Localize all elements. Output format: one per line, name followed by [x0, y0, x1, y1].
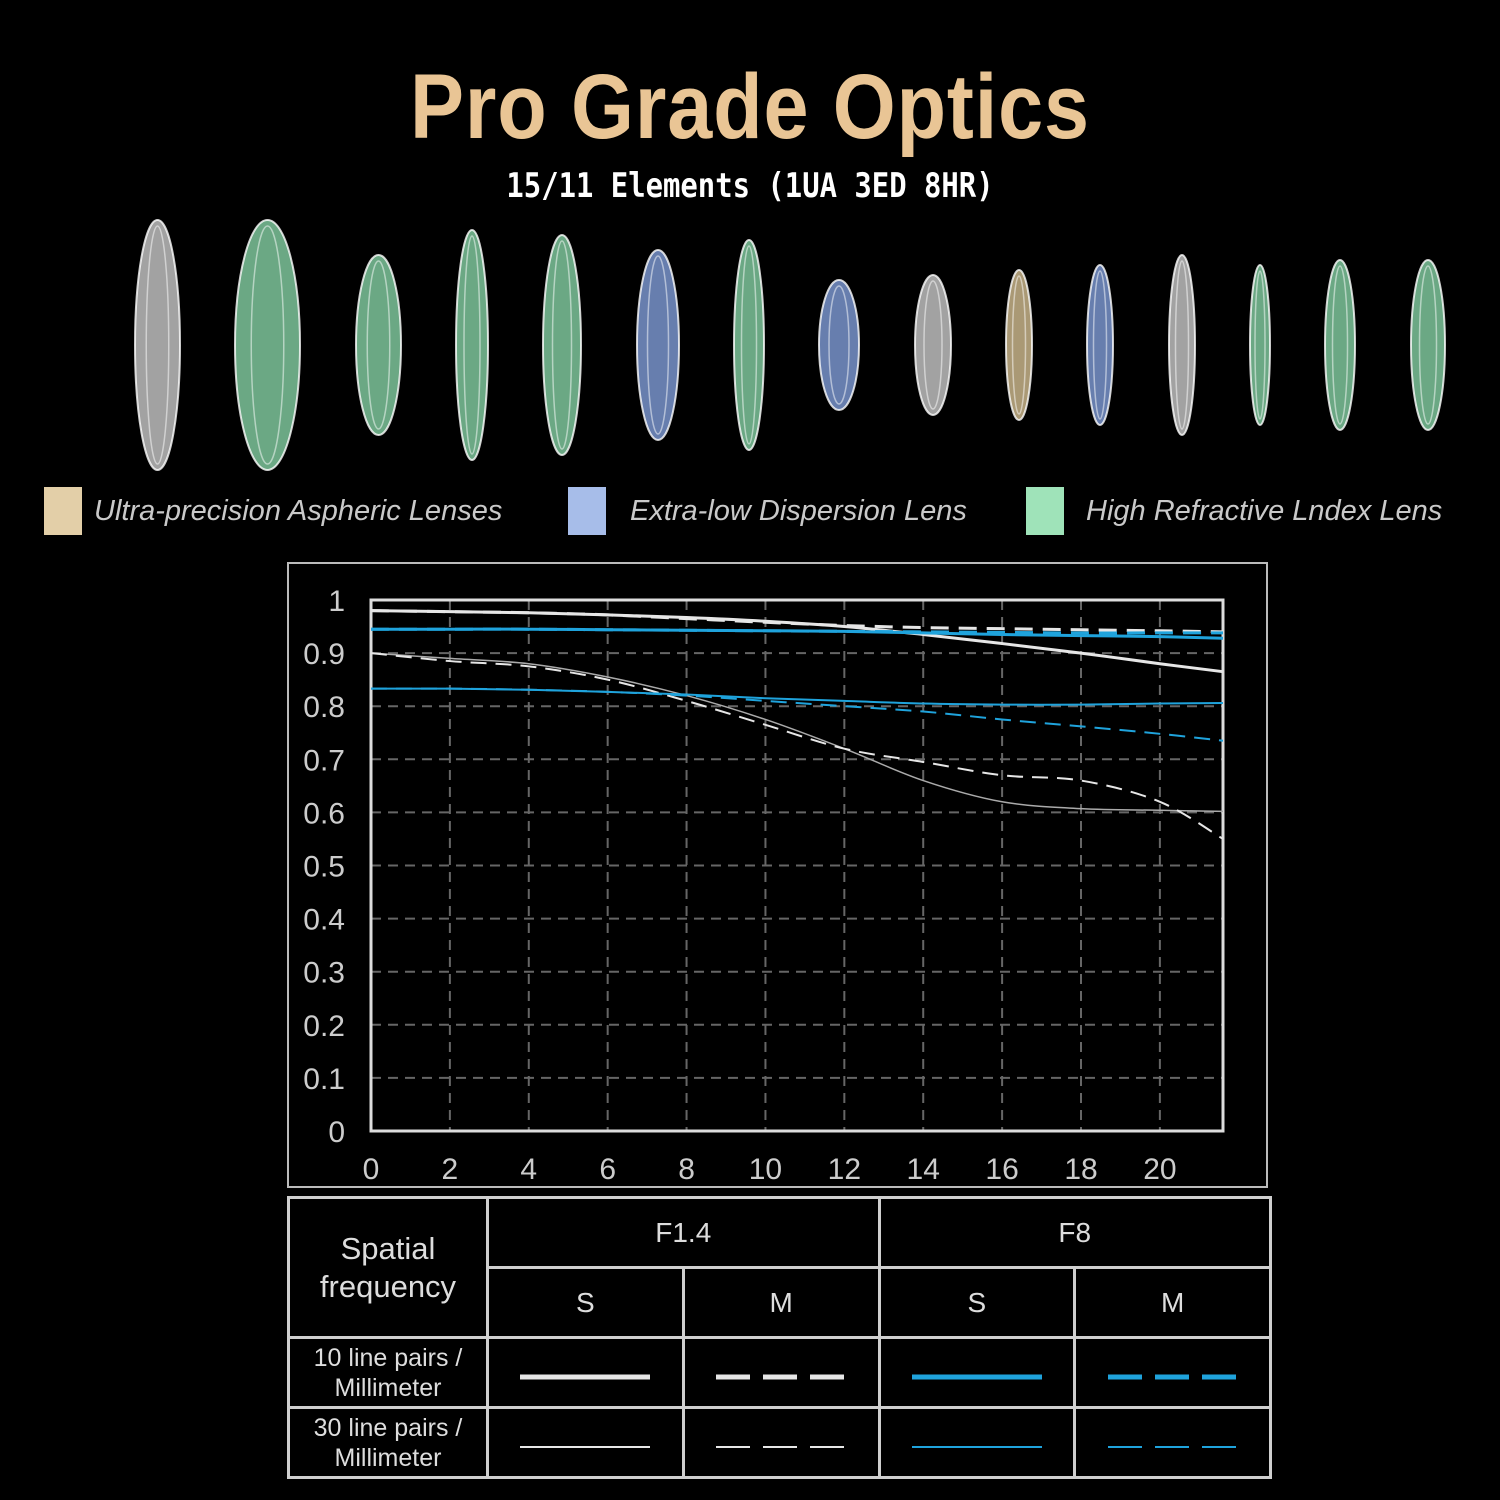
series-line-f1-4-m-30-lp-mm	[370, 652, 1224, 840]
key-f8-s-30	[877, 1406, 1077, 1479]
x-tick-label: 6	[599, 1153, 616, 1186]
lens-element-clear-icon	[913, 274, 952, 416]
lens-element-green-icon	[1324, 259, 1357, 431]
legend-item-ed: Extra-low Dispersion Lens	[568, 486, 967, 536]
line-key-table: Spatial frequency F1.4 F8 S M S M 10 lin…	[287, 1196, 1272, 1479]
header-f14: F1.4	[486, 1196, 881, 1269]
lens-element-gold-icon	[1005, 269, 1034, 421]
x-tick-label: 2	[442, 1153, 459, 1186]
legend-label: Extra-low Dispersion Lens	[630, 494, 967, 527]
page-title: Pro Grade Optics	[410, 56, 1090, 158]
legend-swatch	[44, 487, 82, 535]
lens-element-blue-icon	[1086, 264, 1115, 426]
x-tick-label: 10	[749, 1153, 782, 1186]
series-line-f8-m-30-lp-mm	[370, 687, 1224, 742]
y-tick-label: 0.8	[303, 691, 345, 724]
row-label-30lp: 30 line pairs / Millimeter	[287, 1406, 489, 1479]
legend-label: High Refractive Lndex Lens	[1086, 494, 1443, 527]
row-label-10lp: 10 line pairs / Millimeter	[287, 1336, 489, 1409]
series-line-f1-4-s-30-lp-mm	[370, 652, 1224, 813]
header-m: M	[681, 1266, 881, 1339]
key-f14-m-10	[681, 1336, 881, 1409]
lens-element-green-icon	[542, 234, 583, 456]
y-tick-label: 0.7	[303, 744, 345, 777]
lens-element-green-icon	[354, 254, 402, 436]
y-tick-label: 1	[328, 585, 345, 618]
mtf-chart-svg: 00.10.20.30.40.50.60.70.80.910 2 4 6 8 10 12 14…	[303, 585, 1225, 1186]
key-f14-s-30	[486, 1406, 685, 1479]
x-tick-label: 0	[363, 1153, 380, 1186]
lens-element-clear-icon	[1167, 254, 1196, 436]
series-line-f8-m-10-lp-mm	[371, 627, 1223, 635]
lens-element-blue-icon	[635, 249, 680, 441]
legend-swatch	[568, 487, 606, 535]
legend-item-hr: High Refractive Lndex Lens	[1026, 486, 1442, 536]
mtf-chart: 0 0.1 0.2 0.3 0.4 0.5 0.6 0.7 0.8 0.9 1 0 2 4 6 8 10 12 14…	[287, 562, 1268, 1188]
x-tick-label: 12	[828, 1153, 861, 1186]
legend-label: Ultra-precision Aspheric Lenses	[94, 494, 503, 527]
header-spatial-frequency: Spatial frequency	[287, 1196, 489, 1339]
key-f8-m-10	[1073, 1336, 1272, 1409]
legend-swatch	[1026, 487, 1064, 535]
lens-element-green-icon	[1409, 259, 1446, 431]
y-tick-label: 0.5	[303, 851, 345, 884]
x-tick-label: 18	[1064, 1153, 1097, 1186]
lens-element-blue-icon	[818, 279, 861, 411]
lens-element-green-icon	[234, 219, 302, 471]
page-subtitle: 15/11 Elements (1UA 3ED 8HR)	[506, 166, 994, 206]
y-tick-label: 0.1	[303, 1063, 345, 1096]
lens-elements-diagram	[130, 210, 1450, 480]
lens-element-green-icon	[455, 229, 490, 461]
y-tick-label: 0.3	[303, 957, 345, 990]
y-tick-label: 0.4	[303, 904, 345, 937]
header-f8: F8	[877, 1196, 1272, 1269]
key-f8-m-30	[1073, 1406, 1272, 1479]
header-s: S	[486, 1266, 685, 1339]
legend-item-aspheric: Ultra-precision Aspheric Lenses	[44, 486, 502, 536]
key-f14-s-10	[486, 1336, 685, 1409]
plot-frame	[369, 598, 1225, 1133]
y-tick-label: 0.2	[303, 1010, 345, 1043]
series-line-f1-4-m-10-lp-mm	[370, 609, 1224, 634]
lens-element-green-icon	[733, 239, 766, 451]
x-tick-label: 4	[520, 1153, 537, 1186]
x-tick-label: 16	[985, 1153, 1018, 1186]
series-line-f1-4-s-10-lp-mm	[370, 609, 1224, 674]
lens-element-green-icon	[1249, 264, 1272, 426]
key-f14-m-30	[681, 1406, 881, 1479]
header-m: M	[1073, 1266, 1272, 1339]
y-tick-label: 0.9	[303, 638, 345, 671]
series-line-f8-s-30-lp-mm	[370, 687, 1224, 706]
header-s: S	[877, 1266, 1077, 1339]
x-tick-label: 8	[678, 1153, 695, 1186]
lens-element-clear-icon	[134, 219, 181, 471]
key-f8-s-10	[877, 1336, 1077, 1409]
y-tick-label: 0.6	[303, 797, 345, 830]
x-tick-label: 14	[907, 1153, 940, 1186]
x-tick-label: 20	[1143, 1153, 1176, 1186]
y-tick-label: 0	[328, 1116, 345, 1149]
